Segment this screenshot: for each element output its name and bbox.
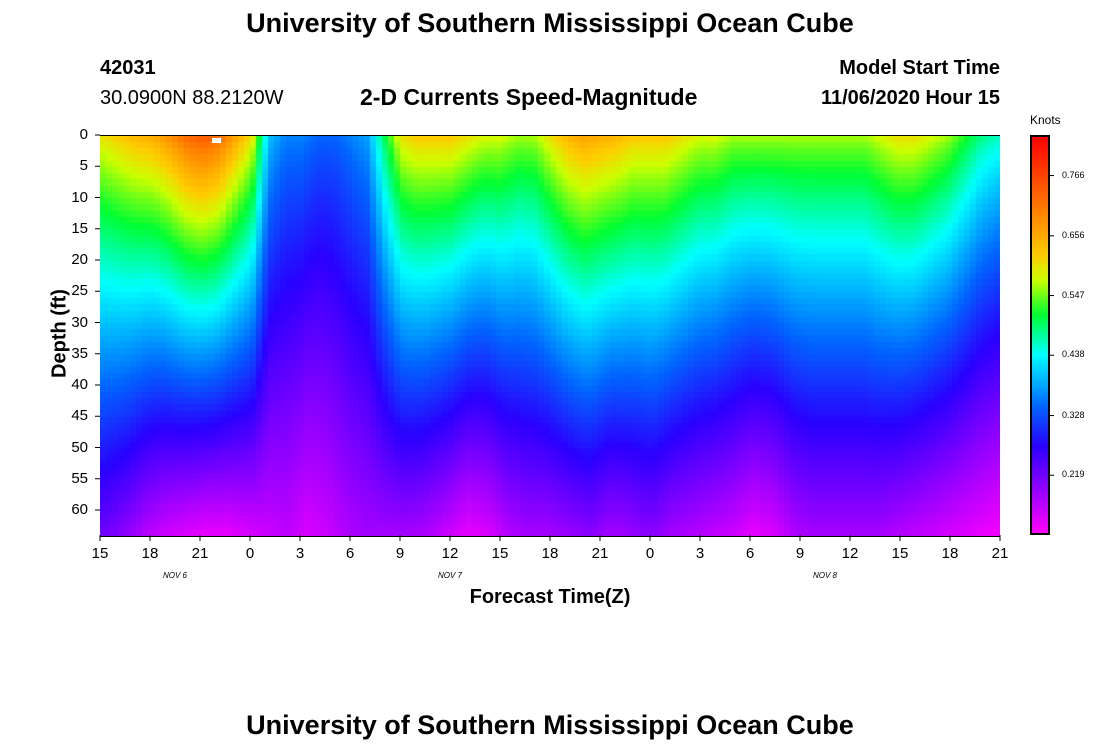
colorbar-tick-label: 0.328 [1062, 409, 1085, 420]
y-axis-title: Depth (ft) [48, 289, 71, 378]
station-id: 42031 [100, 57, 156, 79]
y-tick-label: 60 [71, 501, 88, 518]
x-tick-label: 15 [491, 545, 509, 562]
y-tick-label: 40 [71, 376, 88, 393]
x-tick-label: 3 [295, 545, 305, 562]
x-tick-label: 21 [191, 545, 209, 562]
x-tick-label: 12 [441, 545, 459, 562]
page-title: University of Southern Mississippi Ocean… [246, 8, 854, 38]
x-tick-label: 6 [345, 545, 355, 562]
x-tick-label: 9 [395, 545, 405, 562]
colorbar-tick-label: 0.219 [1062, 469, 1085, 480]
y-tick-label: 25 [71, 282, 88, 300]
model-start-label: Model Start Time [839, 57, 1000, 79]
y-tick-label: 5 [79, 157, 88, 175]
x-tick-label: 12 [841, 545, 859, 562]
x-tick-label: 15 [91, 545, 109, 562]
colorbar-units: Knots [1030, 113, 1061, 127]
x-tick-label: 3 [695, 545, 705, 562]
station-coordinates: 30.0900N 88.2120W [100, 87, 284, 109]
chart-title: 2-D Currents Speed-Magnitude [360, 84, 698, 110]
colorbar-tick-label: 0.766 [1062, 169, 1085, 180]
y-tick-label: 50 [71, 438, 88, 456]
x-tick-label: 18 [941, 545, 959, 562]
x-tick-label: 21 [591, 545, 609, 562]
y-tick-label: 45 [71, 407, 88, 425]
day-label: NOV 8 [812, 571, 837, 580]
y-tick-label: 15 [71, 219, 88, 237]
colorbar-tick-label: 0.547 [1062, 289, 1085, 300]
x-tick-label: 18 [141, 545, 159, 562]
x-tick-label: 15 [891, 545, 909, 562]
colorbar [1030, 135, 1050, 535]
colorbar-tick-label: 0.438 [1062, 349, 1085, 360]
x-tick-label: 18 [541, 545, 559, 562]
colorbar-tick-label: 0.656 [1062, 229, 1085, 240]
model-start-value: 11/06/2020 Hour 15 [820, 87, 1000, 109]
y-tick-label: 55 [71, 469, 88, 487]
x-tick-label: 0 [245, 545, 255, 562]
x-tick-label: 0 [645, 545, 655, 562]
x-tick-label: 6 [745, 545, 755, 562]
x-axis-title: Forecast Time(Z) [469, 586, 631, 608]
y-tick-label: 35 [71, 344, 88, 362]
y-tick-label: 0 [79, 126, 88, 143]
data-marker [212, 138, 221, 143]
day-label: NOV 7 [437, 571, 462, 580]
y-tick-label: 20 [71, 251, 88, 268]
y-tick-label: 10 [71, 188, 88, 206]
x-tick-label: 21 [991, 545, 1009, 562]
footer-title: University of Southern Mississippi Ocean… [246, 710, 854, 740]
day-label: NOV 6 [162, 571, 187, 580]
speed-heatmap-canvas [100, 136, 1000, 536]
y-tick-label: 30 [71, 313, 88, 331]
heatmap-plot [100, 135, 1000, 537]
x-tick-label: 9 [795, 545, 805, 562]
